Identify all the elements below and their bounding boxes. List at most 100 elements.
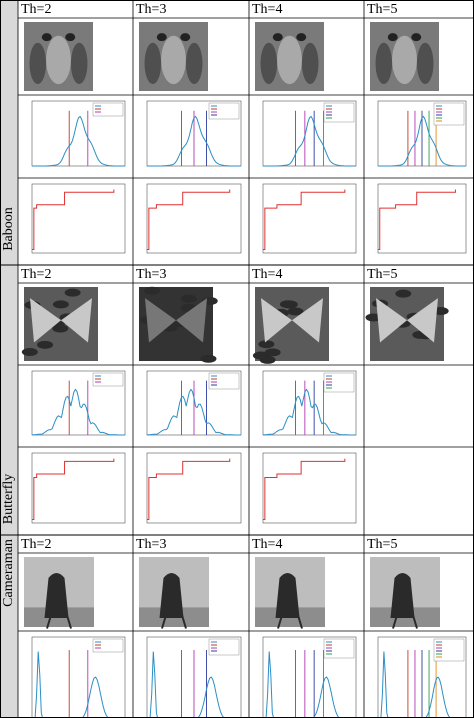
image — [255, 557, 325, 629]
column-header: Th=2 — [21, 2, 51, 17]
plot-area — [262, 183, 357, 254]
plot-area — [31, 452, 126, 524]
tripod — [161, 588, 187, 629]
legend — [323, 102, 355, 123]
tripod — [392, 588, 418, 629]
histogram-plot — [31, 100, 126, 167]
cheek — [375, 42, 393, 85]
histogram-plot — [377, 636, 467, 718]
wing — [145, 298, 176, 343]
wing — [407, 298, 438, 343]
leaf — [144, 286, 161, 295]
histogram-plot — [377, 100, 467, 167]
column-header: Th=3 — [136, 2, 166, 17]
plot-area — [262, 452, 357, 524]
cheek — [260, 42, 278, 85]
row-label: Butterfly — [1, 474, 16, 525]
cheek — [301, 42, 319, 85]
wing — [292, 298, 323, 343]
image — [365, 287, 449, 361]
column-header: Th=5 — [367, 2, 397, 17]
face — [161, 35, 186, 85]
convergence-curve — [147, 458, 231, 520]
eye — [296, 33, 307, 42]
legend — [208, 102, 240, 120]
histogram-curve — [146, 388, 241, 436]
image — [255, 22, 324, 91]
column-header: Th=4 — [252, 537, 282, 552]
column-header: Th=3 — [136, 537, 166, 552]
convergence-plot — [377, 183, 467, 254]
column-header: Th=5 — [367, 267, 397, 282]
histogram-plot — [262, 100, 357, 167]
leaf — [21, 348, 38, 357]
legend — [208, 638, 240, 656]
leaf — [200, 354, 217, 363]
face — [46, 35, 71, 85]
column-header: Th=4 — [252, 267, 282, 282]
eye — [411, 33, 422, 42]
cheek — [144, 42, 162, 85]
convergence-plot — [31, 183, 126, 254]
column-header: Th=5 — [367, 537, 397, 552]
histogram-plot — [262, 636, 357, 718]
legend — [323, 372, 355, 393]
histogram-curve — [32, 115, 125, 167]
tripod — [46, 588, 72, 629]
column-header: Th=2 — [21, 537, 51, 552]
label-column — [0, 265, 18, 535]
image — [370, 22, 439, 91]
convergence-curve — [263, 189, 346, 251]
cheek — [29, 42, 47, 85]
leaf — [287, 307, 304, 316]
eye — [65, 33, 76, 42]
eye — [272, 33, 283, 42]
image — [139, 286, 218, 363]
histogram-curve — [262, 388, 356, 436]
histogram-plot — [31, 636, 126, 718]
leaf — [395, 289, 412, 298]
leaf — [281, 300, 298, 309]
image — [139, 557, 209, 629]
convergence-curve — [263, 458, 346, 520]
row-label: Baboon — [1, 207, 16, 251]
histogram-plot — [31, 370, 126, 436]
convergence-plot — [31, 452, 126, 524]
convergence-plot — [146, 183, 242, 254]
plot-area — [146, 183, 242, 254]
wing — [261, 298, 292, 343]
image — [252, 287, 329, 364]
tripod — [277, 588, 303, 629]
eye — [180, 33, 191, 42]
legend — [323, 638, 355, 659]
image — [24, 22, 93, 91]
eye — [387, 33, 398, 42]
histogram-curve — [147, 115, 241, 167]
face — [392, 35, 417, 85]
leaf — [252, 351, 269, 360]
leaf — [258, 340, 275, 349]
cheek — [416, 42, 434, 85]
histogram-plot — [146, 100, 242, 167]
histogram-curve — [31, 388, 125, 436]
convergence-plot — [146, 452, 242, 524]
leaf — [264, 348, 281, 357]
convergence-curve — [147, 189, 231, 251]
convergence-curve — [378, 189, 456, 251]
label-column — [0, 535, 18, 718]
plot-area — [377, 183, 467, 254]
histogram-plot — [146, 636, 242, 718]
wing — [176, 298, 207, 343]
histogram-curve — [378, 115, 466, 167]
legend — [208, 372, 240, 390]
wing — [30, 298, 61, 343]
histogram-plot — [262, 370, 357, 436]
histogram-plot — [146, 370, 242, 436]
label-column — [0, 0, 18, 265]
eye — [41, 33, 52, 42]
wing — [61, 298, 92, 343]
histogram-curve — [263, 115, 356, 167]
face — [277, 35, 302, 85]
image — [21, 287, 98, 361]
